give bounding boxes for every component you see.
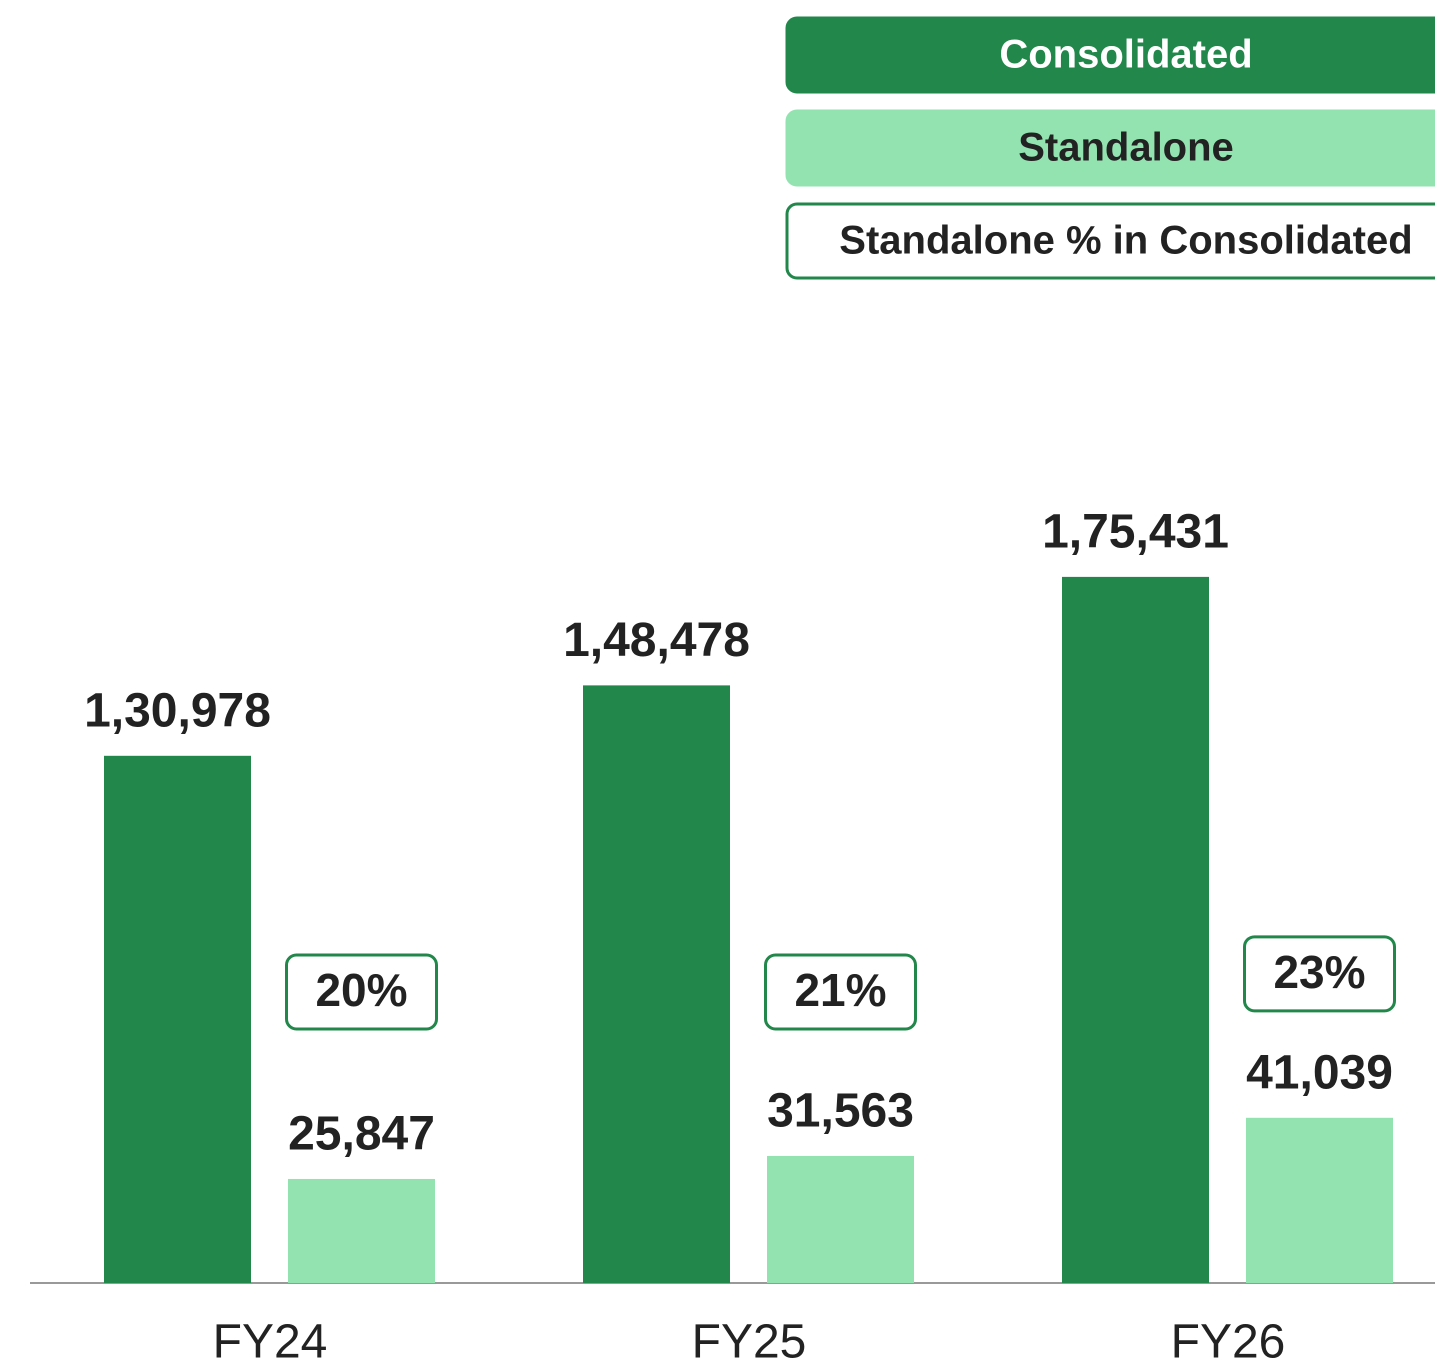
- percent-label: 23%: [1273, 946, 1365, 998]
- percent-box: [764, 953, 917, 1031]
- bar: [288, 1178, 435, 1283]
- percent-box: [285, 953, 438, 1031]
- legend-box: [785, 16, 1435, 94]
- legend-box: [785, 109, 1435, 187]
- legend-label: Consolidated: [999, 33, 1252, 77]
- bar: [583, 685, 730, 1283]
- bar: [1246, 1117, 1393, 1283]
- value-label: 25,847: [288, 1108, 435, 1161]
- percent-label: 20%: [315, 964, 407, 1016]
- value-label: 41,039: [1246, 1046, 1393, 1099]
- legend-box: [785, 202, 1435, 280]
- bar: [104, 755, 251, 1283]
- value-label: 1,30,978: [84, 684, 271, 737]
- bar: [1062, 576, 1209, 1283]
- x-tick-label: FY26: [1171, 1316, 1286, 1369]
- x-tick-label: FY25: [692, 1316, 807, 1369]
- percent-label: 21%: [794, 964, 886, 1016]
- bar: [767, 1155, 914, 1283]
- x-tick-label: FY24: [213, 1316, 328, 1369]
- legend-label: Standalone: [1018, 126, 1234, 170]
- value-label: 1,48,478: [563, 614, 750, 667]
- legend-label: Standalone % in Consolidated: [839, 219, 1412, 263]
- value-label: 31,563: [767, 1085, 914, 1138]
- value-label: 1,75,431: [1042, 506, 1229, 559]
- percent-box: [1243, 935, 1396, 1013]
